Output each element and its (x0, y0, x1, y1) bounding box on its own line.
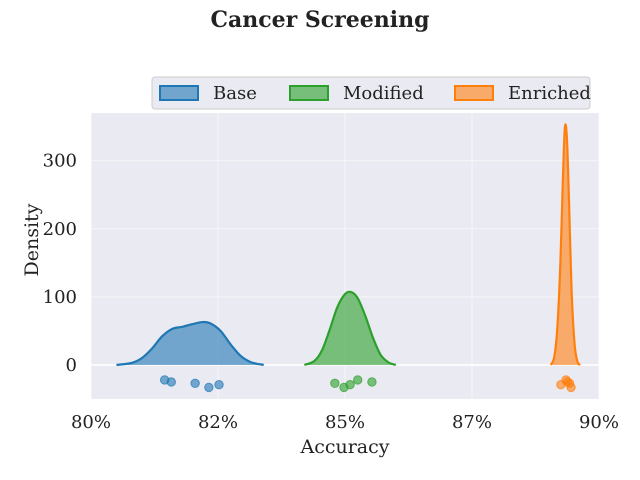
legend-label-base: Base (213, 83, 257, 104)
y-tick-label: 200 (43, 219, 77, 240)
data-point (353, 375, 363, 385)
density-fill-modified (304, 291, 396, 365)
density-fill-enriched (550, 124, 581, 365)
data-point (345, 380, 355, 390)
legend-swatch-modified (289, 85, 329, 101)
density-line-base (116, 320, 264, 367)
density-fill-base (116, 322, 264, 365)
x-tick-label: 90% (579, 412, 619, 433)
legend-swatch-enriched (454, 85, 494, 101)
x-axis-label: Accuracy (299, 436, 389, 458)
y-tick-label: 100 (43, 287, 77, 308)
data-point (367, 377, 377, 387)
data-point (166, 377, 176, 387)
legend-swatch-base (159, 85, 199, 101)
data-point (330, 378, 340, 389)
y-axis-label: Density (21, 203, 43, 276)
data-point (566, 382, 576, 393)
x-tick-label: 87% (452, 412, 492, 433)
legend-label-modified: Modified (343, 83, 424, 104)
x-tick-label: 85% (325, 412, 365, 433)
density-line-modified (303, 290, 397, 367)
x-tick-label: 80% (71, 412, 111, 433)
y-tick-label: 300 (43, 151, 77, 172)
data-point (190, 378, 200, 389)
chart-title: Cancer Screening (210, 7, 429, 33)
density-line-enriched (549, 123, 582, 366)
y-tick-label: 0 (66, 355, 77, 376)
plot-area: 80% 82% 85% 87% 90% 0 100 200 300 (43, 113, 619, 433)
data-point (214, 380, 224, 390)
legend: Base Modified Enriched (151, 76, 591, 110)
x-tick-label: 82% (198, 412, 238, 433)
data-point (204, 382, 214, 393)
legend-label-enriched: Enriched (508, 83, 591, 104)
